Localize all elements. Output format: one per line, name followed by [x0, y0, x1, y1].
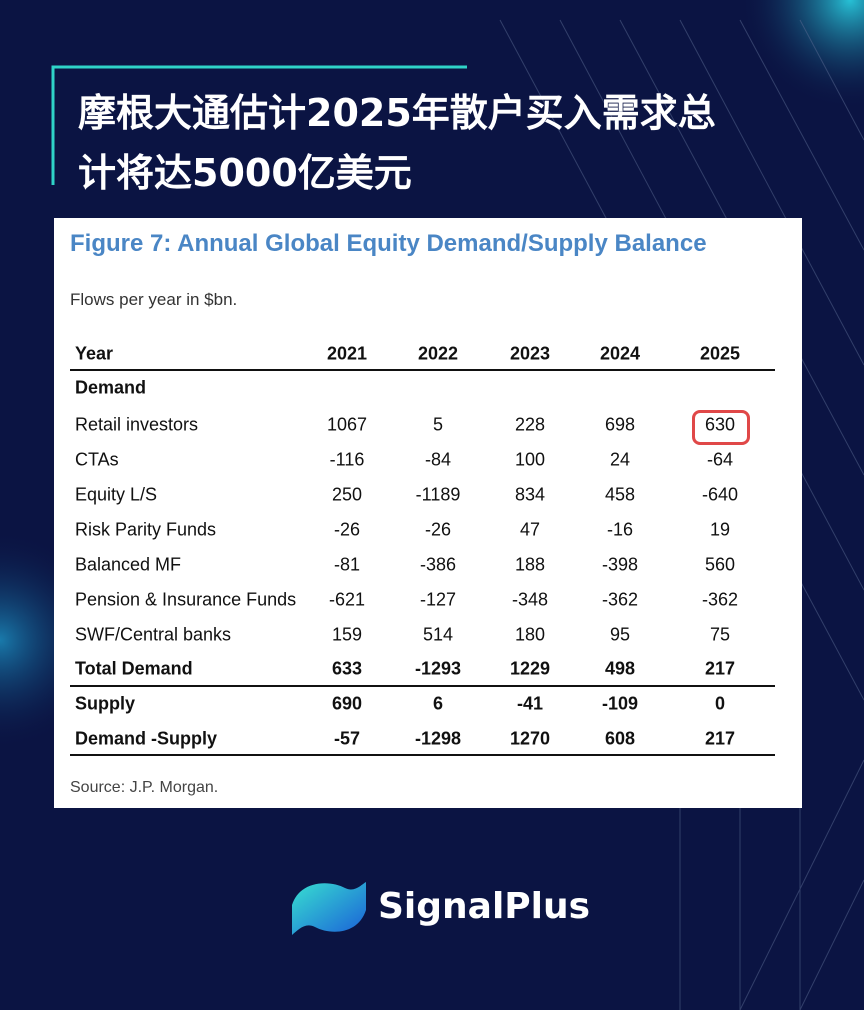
cell: 608: [604, 728, 636, 749]
cell: 47: [519, 519, 541, 540]
cell: 24: [609, 449, 631, 470]
cell: -386: [419, 554, 457, 575]
cell: 217: [704, 658, 736, 679]
cell: 180: [514, 624, 546, 645]
cell: -398: [601, 554, 639, 575]
cell: 250: [331, 484, 363, 505]
cell: 228: [514, 414, 546, 435]
cell: -16: [606, 519, 634, 540]
cell: -348: [511, 589, 549, 610]
rule: [70, 369, 775, 371]
cell: 2025: [699, 343, 741, 364]
cell: 2024: [599, 343, 641, 364]
cell: 690: [331, 693, 363, 714]
cell: 1229: [509, 658, 551, 679]
cell: 19: [709, 519, 731, 540]
row-label: Balanced MF: [75, 554, 182, 575]
cell: -621: [328, 589, 366, 610]
cell: 633: [331, 658, 363, 679]
cell: -26: [333, 519, 361, 540]
cell: 75: [709, 624, 731, 645]
title-line: 计将达5000亿美元: [78, 151, 412, 195]
cell: 95: [609, 624, 631, 645]
cell: -64: [706, 449, 734, 470]
row-label: Year: [75, 343, 114, 364]
figure-panel: Figure 7: Annual Global Equity Demand/Su…: [54, 218, 802, 808]
cell: -640: [701, 484, 739, 505]
cell: 1270: [509, 728, 551, 749]
cell: 698: [604, 414, 636, 435]
cell: -81: [333, 554, 361, 575]
cell: 2021: [326, 343, 368, 364]
row-label: Pension & Insurance Funds: [75, 589, 297, 610]
cell: 458: [604, 484, 636, 505]
logo-text: SignalPlus: [378, 886, 591, 927]
cell: 6: [432, 693, 444, 714]
cell: 159: [331, 624, 363, 645]
cell: 514: [422, 624, 454, 645]
row-label: Demand -Supply: [75, 728, 218, 749]
cell: -41: [516, 693, 544, 714]
cell: -127: [419, 589, 457, 610]
cell: 498: [604, 658, 636, 679]
cell: -362: [701, 589, 739, 610]
rule: [70, 754, 775, 756]
cell: 188: [514, 554, 546, 575]
cell: -57: [333, 728, 361, 749]
cell: -84: [424, 449, 452, 470]
cell: 217: [704, 728, 736, 749]
cell: -1189: [415, 484, 461, 505]
rule: [70, 685, 775, 687]
row-label: Supply: [75, 693, 136, 714]
cell: 834: [514, 484, 546, 505]
cell: -1293: [414, 658, 462, 679]
title-line: 摩根大通估计2025年散户买入需求总: [78, 91, 716, 135]
cell: 2022: [417, 343, 459, 364]
row-label: Retail investors: [75, 414, 199, 435]
row-label: Total Demand: [75, 658, 193, 679]
section-label: Demand: [75, 377, 147, 398]
row-label: Risk Parity Funds: [75, 519, 217, 540]
cell: -362: [601, 589, 639, 610]
cell: -1298: [414, 728, 462, 749]
row-label: CTAs: [75, 449, 119, 470]
cell: -109: [601, 693, 639, 714]
cell: -116: [329, 449, 365, 470]
cell: 1067: [326, 414, 368, 435]
cell: 0: [714, 693, 726, 714]
cell: 100: [514, 449, 546, 470]
row-label: SWF/Central banks: [75, 624, 232, 645]
cell: 630: [704, 414, 736, 435]
figure-subtitle: Flows per year in $bn.: [70, 290, 238, 309]
figure-source: Source: J.P. Morgan.: [70, 779, 219, 796]
cell: -26: [424, 519, 452, 540]
figure-title: Figure 7: Annual Global Equity Demand/Su…: [70, 230, 707, 257]
cell: 5: [432, 414, 444, 435]
highlight-box: [692, 410, 750, 445]
cell: 560: [704, 554, 736, 575]
cell: 2023: [509, 343, 551, 364]
row-label: Equity L/S: [75, 484, 158, 505]
